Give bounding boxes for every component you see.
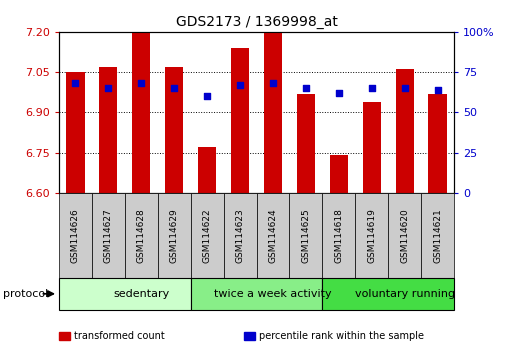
Text: twice a week activity: twice a week activity: [214, 289, 332, 299]
Point: [269, 81, 277, 86]
Bar: [59, 193, 92, 278]
Bar: [396, 69, 413, 193]
Point: [104, 85, 112, 91]
Point: [236, 82, 244, 88]
Text: GSM114620: GSM114620: [400, 208, 409, 263]
Point: [137, 81, 145, 86]
Bar: [231, 48, 249, 193]
Bar: [421, 193, 454, 278]
Bar: [224, 193, 256, 278]
Text: GSM114618: GSM114618: [334, 208, 343, 263]
Text: GSM114627: GSM114627: [104, 208, 113, 263]
Bar: [92, 193, 125, 278]
Bar: [191, 278, 322, 310]
Point: [433, 87, 442, 93]
Point: [302, 85, 310, 91]
Bar: [100, 67, 117, 193]
Point: [71, 81, 80, 86]
Text: GSM114626: GSM114626: [71, 208, 80, 263]
Bar: [264, 32, 282, 193]
Title: GDS2173 / 1369998_at: GDS2173 / 1369998_at: [175, 16, 338, 29]
Text: sedentary: sedentary: [113, 289, 169, 299]
Text: GSM114629: GSM114629: [170, 208, 179, 263]
Text: GSM114623: GSM114623: [235, 208, 245, 263]
Bar: [59, 278, 191, 310]
Bar: [388, 193, 421, 278]
Text: GSM114621: GSM114621: [433, 208, 442, 263]
Text: percentile rank within the sample: percentile rank within the sample: [259, 331, 424, 341]
Bar: [256, 193, 289, 278]
Bar: [355, 193, 388, 278]
Bar: [322, 193, 355, 278]
Point: [170, 85, 179, 91]
Bar: [297, 93, 315, 193]
Bar: [66, 72, 85, 193]
Bar: [289, 193, 322, 278]
Bar: [158, 193, 191, 278]
Text: GSM114624: GSM114624: [268, 208, 278, 263]
Point: [203, 93, 211, 99]
Bar: [198, 147, 216, 193]
Bar: [125, 193, 158, 278]
Text: GSM114628: GSM114628: [137, 208, 146, 263]
Bar: [322, 278, 454, 310]
Bar: [165, 67, 183, 193]
Bar: [428, 93, 447, 193]
Text: GSM114622: GSM114622: [203, 208, 212, 263]
Bar: [363, 102, 381, 193]
Text: GSM114625: GSM114625: [301, 208, 310, 263]
Point: [401, 85, 409, 91]
Point: [334, 90, 343, 96]
Text: GSM114619: GSM114619: [367, 208, 376, 263]
Text: protocol: protocol: [3, 289, 48, 299]
Text: voluntary running: voluntary running: [354, 289, 455, 299]
Bar: [132, 32, 150, 193]
Bar: [330, 155, 348, 193]
Bar: [191, 193, 224, 278]
Point: [368, 85, 376, 91]
Text: transformed count: transformed count: [74, 331, 165, 341]
